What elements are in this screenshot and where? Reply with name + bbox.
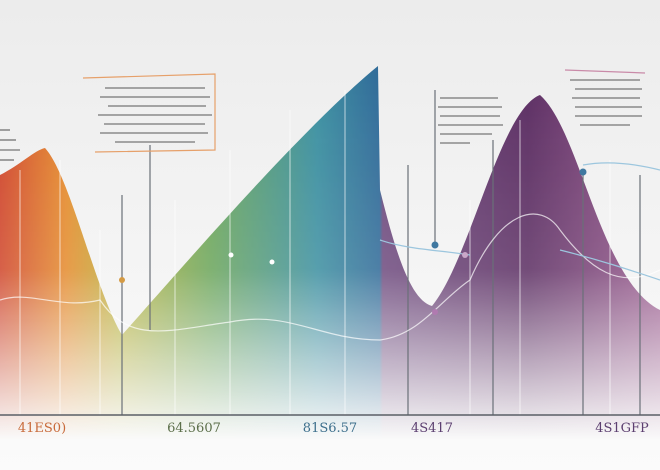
area [0,66,660,440]
axis-label: 41ES0) [18,421,66,436]
axis-label: 64.5607 [167,421,221,436]
accent-lines [121,90,641,415]
annotation-boxes [0,69,646,161]
axis-label: 4S417 [411,421,453,436]
grid-lines [19,90,611,415]
axis-label: 81S6.57 [303,421,357,436]
points [119,168,587,315]
axis-label: 4S1GFP [595,421,649,436]
series-lines [0,162,660,341]
areas [0,66,660,440]
